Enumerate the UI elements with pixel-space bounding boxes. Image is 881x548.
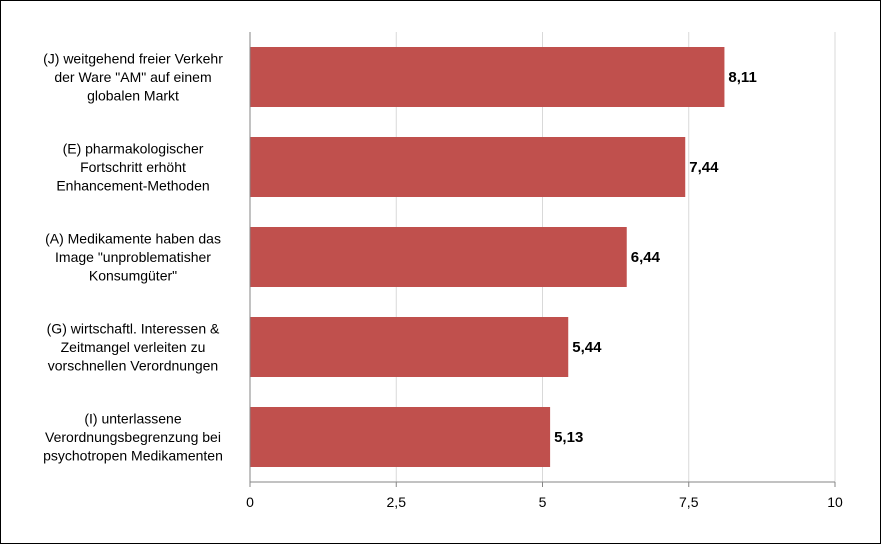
category-label: (A) Medikamente haben das Image "unproble…: [45, 231, 221, 284]
category-label: (J) weitgehend freier Verkehr der Ware "A…: [43, 51, 223, 104]
category-label: (E) pharmakologischer Fortschritt erhöht E…: [56, 141, 209, 194]
x-tick-label: 7,5: [679, 494, 699, 510]
category-label: (G) wirtschaftl. Interessen & Zeitmangel …: [47, 321, 220, 374]
x-tick-label: 10: [827, 494, 843, 510]
value-label: 7,44: [689, 159, 719, 176]
bar: [250, 47, 725, 107]
bar: [250, 227, 627, 287]
category-labels: (J) weitgehend freier Verkehr der Ware "A…: [43, 51, 223, 464]
tick-labels: 0 2,5 5 7,5 10: [246, 494, 843, 510]
bar: [250, 407, 551, 467]
value-labels: 8,11 7,44 6,44 5,44 5,13: [554, 69, 757, 446]
x-tick-label: 2,5: [387, 494, 407, 510]
bar: [250, 137, 686, 197]
value-label: 5,13: [554, 429, 583, 446]
category-label: (I) unterlassene Verordnungsbegrenzung be…: [43, 411, 223, 464]
bars: [250, 47, 725, 467]
value-label: 8,11: [728, 69, 756, 86]
value-label: 6,44: [631, 249, 661, 266]
bar: [250, 317, 569, 377]
value-label: 5,44: [572, 339, 602, 356]
axes: [249, 32, 836, 487]
x-tick-label: 5: [539, 494, 547, 510]
x-tick-label: 0: [246, 494, 254, 510]
